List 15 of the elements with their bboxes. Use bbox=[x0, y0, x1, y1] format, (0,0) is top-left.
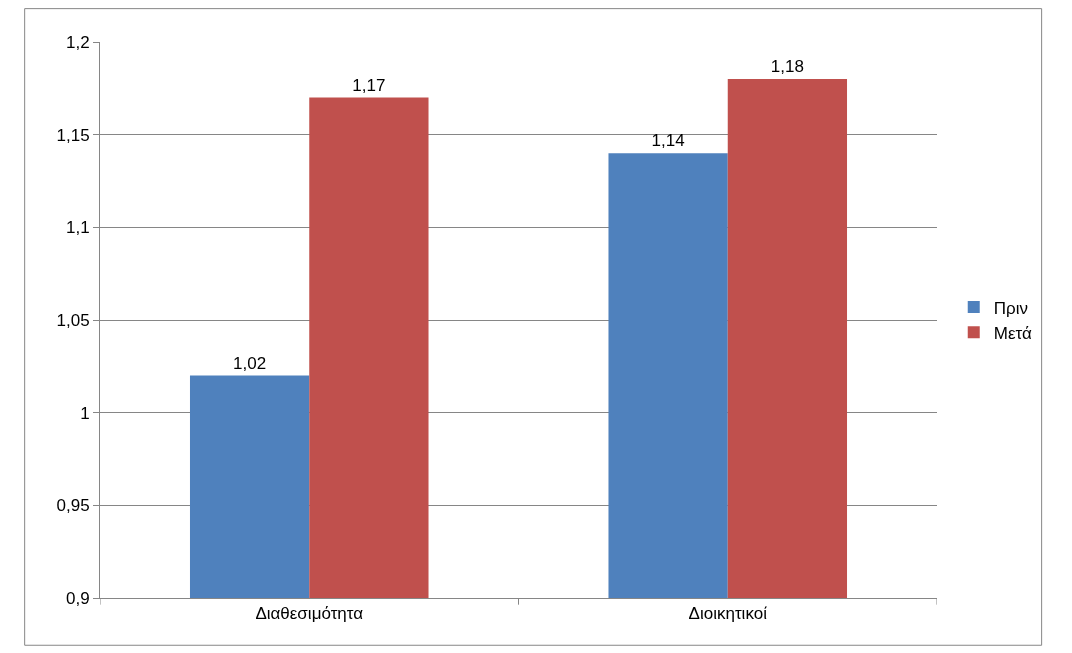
y-tick-label: 0,9 bbox=[65, 588, 90, 608]
y-tick-label: 0,95 bbox=[56, 496, 90, 516]
data-label: 1,18 bbox=[770, 57, 804, 77]
data-label: 1,02 bbox=[233, 353, 267, 373]
data-label: 1,17 bbox=[352, 75, 386, 95]
data-label: 1,14 bbox=[651, 131, 685, 151]
y-tick-label: 1 bbox=[80, 403, 90, 423]
legend-label: Μετά bbox=[993, 323, 1032, 343]
y-tick-label: 1,1 bbox=[65, 218, 90, 238]
x-tick-label: Διαθεσιμότητα bbox=[255, 604, 364, 624]
y-tick-label: 1,15 bbox=[56, 125, 90, 145]
y-tick-label: 1,05 bbox=[56, 310, 90, 330]
x-tick-label: Διοικητικοί bbox=[688, 604, 768, 624]
y-tick-label: 1,2 bbox=[65, 32, 90, 52]
legend-label: Πριν bbox=[993, 298, 1028, 318]
